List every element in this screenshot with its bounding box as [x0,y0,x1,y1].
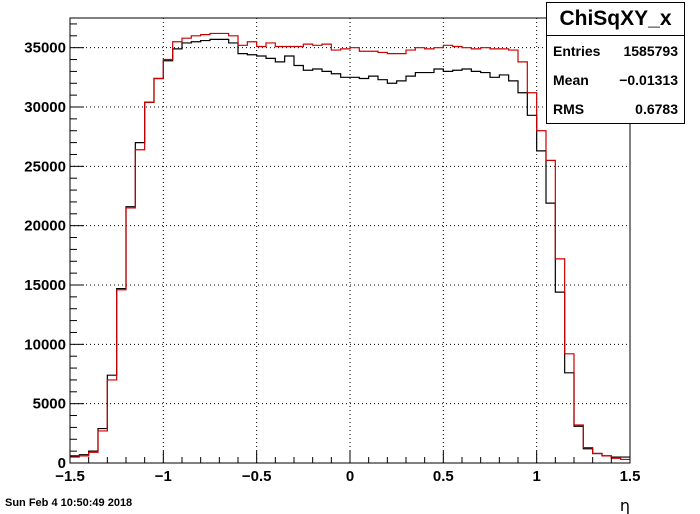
datestamp: Sun Feb 4 10:50:49 2018 [5,497,133,509]
stats-row-rms: RMS 0.6783 [547,94,684,123]
y-tick-label: 25000 [24,158,66,175]
tick-labels: −1.5 −1 −0.5 0 0.5 1 1.5 0 5000 10000 15000 20000 25… [24,40,640,485]
x-tick-label: 1.5 [620,468,641,485]
y-tick-label: 35000 [24,40,66,57]
stats-mean-value: −0.01313 [619,71,678,88]
y-tick-label: 20000 [24,218,66,235]
x-axis-label: η [620,496,630,514]
stats-mean-label: Mean [553,71,589,88]
y-tick-label: 10000 [24,336,66,353]
y-tick-label: 5000 [33,396,66,413]
histogram-series [70,32,630,461]
y-tick-label: 15000 [24,277,66,294]
x-tick-label: −1.5 [55,468,85,485]
stats-row-mean: Mean −0.01313 [547,65,684,94]
y-tick-label: 0 [58,455,66,472]
x-tick-label: 0.5 [433,468,454,485]
histogram-series-1 [70,32,630,461]
stats-rms-label: RMS [553,100,585,117]
stats-rms-value: 0.6783 [635,100,678,117]
stats-title: ChiSqXY_x [547,3,684,36]
x-tick-label: 0 [346,468,354,485]
stats-entries-value: 1585793 [623,42,678,59]
stats-row-entries: Entries 1585793 [547,36,684,65]
x-tick-label: −0.5 [242,468,272,485]
stats-box: ChiSqXY_x Entries 1585793 Mean −0.01313 … [546,2,685,124]
axis-ticks [69,23,631,464]
x-tick-label: −1 [155,468,172,485]
y-tick-label: 30000 [24,99,66,116]
x-tick-label: 1 [532,468,540,485]
stats-entries-label: Entries [553,42,601,59]
